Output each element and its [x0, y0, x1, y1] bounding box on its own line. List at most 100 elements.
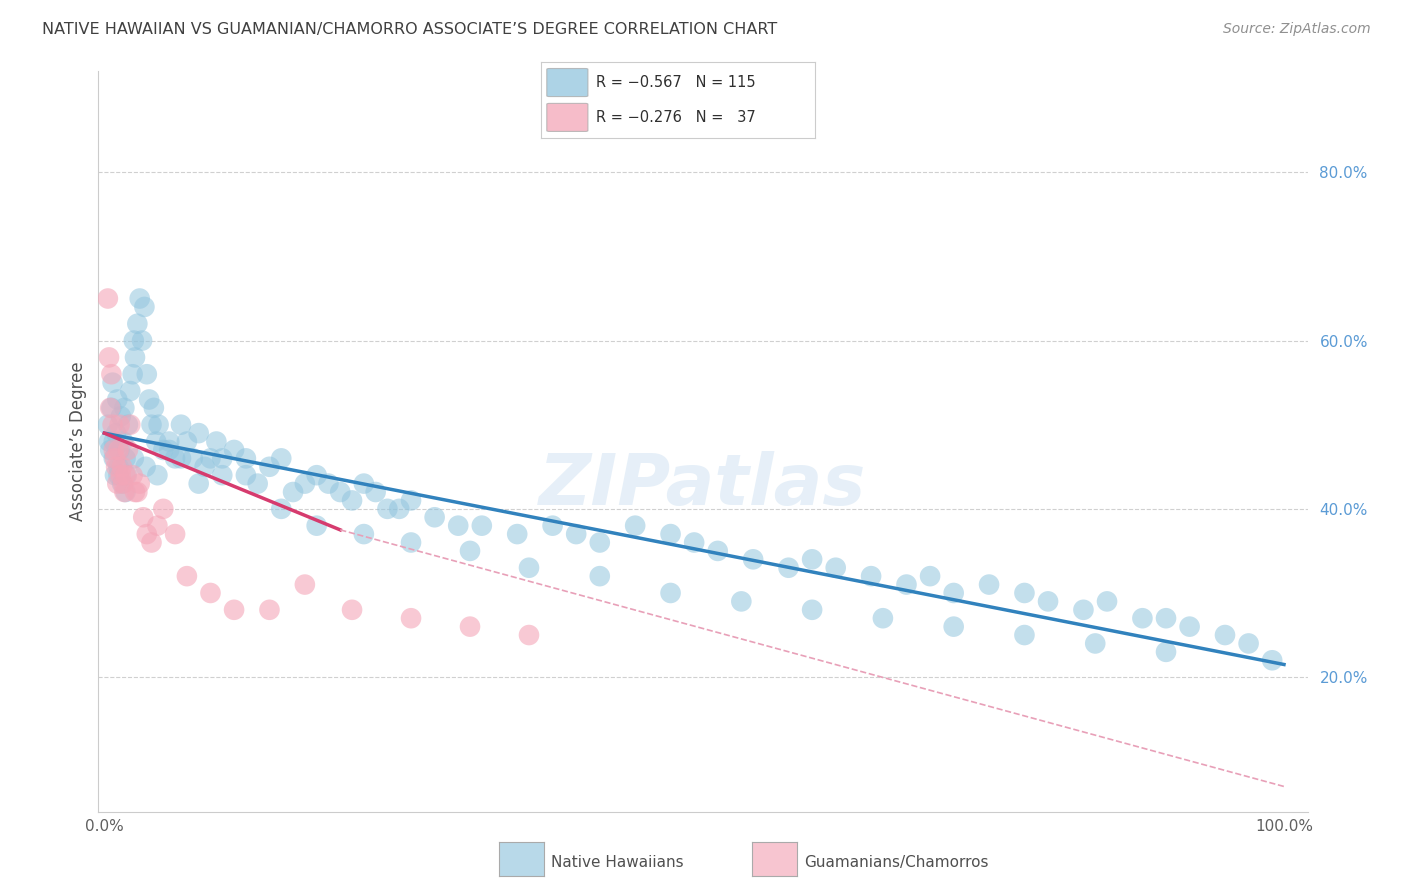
Point: [122, 334, 145, 348]
Point: [565, 527, 588, 541]
Point: [103, 442, 125, 457]
Point: [1073, 603, 1095, 617]
Point: [942, 586, 965, 600]
Point: [97, 292, 120, 306]
Point: [589, 535, 612, 549]
Point: [101, 417, 124, 432]
Point: [1132, 611, 1154, 625]
Point: [135, 459, 157, 474]
Point: [157, 434, 180, 449]
Point: [1213, 628, 1236, 642]
Point: [105, 459, 128, 474]
Point: [124, 351, 146, 365]
Text: Guamanians/Chamorros: Guamanians/Chamorros: [804, 855, 988, 870]
Point: [98, 442, 121, 457]
Text: R = −0.276   N =   37: R = −0.276 N = 37: [596, 111, 756, 125]
Point: [112, 401, 135, 415]
Point: [270, 501, 292, 516]
Point: [259, 459, 281, 474]
Point: [447, 518, 470, 533]
Point: [100, 368, 122, 382]
Point: [340, 493, 363, 508]
Point: [170, 451, 193, 466]
Point: [1154, 645, 1177, 659]
Point: [187, 426, 209, 441]
Point: [170, 417, 193, 432]
Point: [222, 442, 245, 457]
Point: [742, 552, 765, 566]
FancyBboxPatch shape: [547, 103, 588, 131]
Y-axis label: Associate’s Degree: Associate’s Degree: [69, 362, 87, 521]
Point: [115, 468, 138, 483]
Point: [259, 603, 281, 617]
Point: [659, 586, 682, 600]
Point: [152, 442, 174, 457]
Point: [270, 451, 292, 466]
Point: [165, 451, 187, 466]
Point: [305, 518, 328, 533]
Point: [105, 476, 128, 491]
Point: [105, 426, 128, 441]
Point: [138, 392, 160, 407]
Point: [517, 560, 540, 574]
Point: [1095, 594, 1118, 608]
Point: [399, 611, 422, 625]
Point: [377, 501, 399, 516]
Point: [329, 485, 352, 500]
Point: [103, 451, 125, 466]
Point: [458, 619, 481, 633]
Point: [111, 476, 134, 491]
Point: [120, 384, 142, 398]
Text: ZIPatlas: ZIPatlas: [540, 451, 866, 520]
Point: [117, 442, 139, 457]
Point: [517, 628, 540, 642]
Point: [135, 527, 157, 541]
Point: [135, 368, 157, 382]
Point: [200, 586, 222, 600]
Point: [146, 468, 169, 483]
Point: [281, 485, 304, 500]
Point: [353, 527, 375, 541]
Point: [142, 401, 165, 415]
Point: [1014, 628, 1036, 642]
Point: [353, 476, 375, 491]
Point: [706, 544, 728, 558]
Point: [98, 434, 121, 449]
Point: [100, 401, 122, 415]
Point: [97, 417, 120, 432]
Point: [112, 476, 135, 491]
Point: [801, 552, 824, 566]
Point: [98, 401, 121, 415]
Point: [121, 368, 143, 382]
Point: [127, 485, 149, 500]
Point: [98, 351, 121, 365]
Point: [399, 535, 422, 549]
Point: [148, 417, 170, 432]
Point: [860, 569, 883, 583]
Point: [127, 317, 149, 331]
Point: [105, 392, 128, 407]
Point: [471, 518, 494, 533]
Point: [589, 569, 612, 583]
Point: [1036, 594, 1059, 608]
Point: [104, 451, 127, 466]
Point: [778, 560, 800, 574]
Point: [176, 434, 198, 449]
Point: [108, 417, 131, 432]
Text: R = −0.567   N = 115: R = −0.567 N = 115: [596, 76, 756, 90]
Text: NATIVE HAWAIIAN VS GUAMANIAN/CHAMORRO ASSOCIATE’S DEGREE CORRELATION CHART: NATIVE HAWAIIAN VS GUAMANIAN/CHAMORRO AS…: [42, 22, 778, 37]
Point: [896, 577, 918, 591]
Point: [205, 434, 228, 449]
Point: [624, 518, 647, 533]
Point: [194, 459, 217, 474]
Text: Source: ZipAtlas.com: Source: ZipAtlas.com: [1223, 22, 1371, 37]
Point: [131, 334, 153, 348]
Point: [146, 518, 169, 533]
Point: [211, 451, 233, 466]
Point: [364, 485, 387, 500]
Point: [124, 485, 146, 500]
Point: [141, 535, 163, 549]
Point: [152, 501, 174, 516]
Point: [114, 451, 136, 466]
Point: [181, 451, 204, 466]
